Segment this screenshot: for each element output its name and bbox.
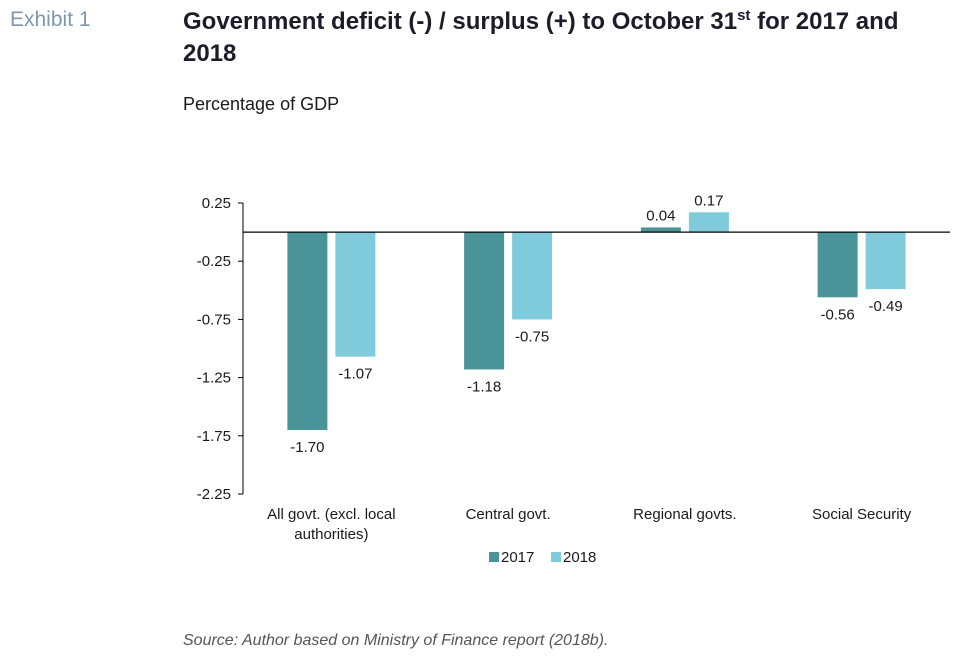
data-label-2018: -1.07 xyxy=(338,366,372,383)
x-category-label: Central govt. xyxy=(466,506,551,523)
data-label-2018: -0.75 xyxy=(515,328,549,345)
bar-2017 xyxy=(464,232,505,370)
bar-2018 xyxy=(865,232,906,290)
x-category-label: Social Security xyxy=(812,506,912,523)
chart-subtitle: Percentage of GDP xyxy=(183,94,340,114)
data-label-2017: -1.18 xyxy=(467,378,501,395)
bar-2017 xyxy=(817,232,858,298)
bar-2018 xyxy=(512,232,553,320)
data-label-2018: 0.17 xyxy=(694,192,723,209)
exhibit-label: Exhibit 1 xyxy=(10,8,91,31)
y-tick-label: -1.25 xyxy=(197,370,231,387)
chart-title-main: Government deficit (-) / surplus (+) to … xyxy=(183,8,738,35)
y-tick-label: -2.25 xyxy=(197,486,231,503)
bar-2018 xyxy=(688,212,729,233)
legend-swatch-2017 xyxy=(489,552,499,562)
bar-2017 xyxy=(287,232,328,430)
data-label-2017: -1.70 xyxy=(290,439,324,456)
source-note: Source: Author based on Ministry of Fina… xyxy=(183,632,609,649)
y-tick-label: -1.75 xyxy=(197,428,231,445)
legend-label-2017: 2017 xyxy=(501,549,534,566)
x-category-label: All govt. (excl. local xyxy=(267,506,395,523)
bar-2017 xyxy=(640,227,681,233)
data-label-2018: -0.49 xyxy=(869,298,903,315)
data-label-2017: -0.56 xyxy=(821,306,855,323)
y-tick-label: 0.25 xyxy=(202,195,231,212)
y-tick-label: -0.25 xyxy=(197,253,231,270)
legend-label-2018: 2018 xyxy=(563,549,596,566)
data-label-2017: 0.04 xyxy=(646,207,675,224)
chart-title: Government deficit (-) / surplus (+) to … xyxy=(183,6,943,70)
bar-2018 xyxy=(335,232,376,357)
chart-title-rest: for 2017 and 2018 xyxy=(183,8,899,67)
y-tick-label: -0.75 xyxy=(197,311,231,328)
x-category-label: authorities) xyxy=(294,526,368,543)
chart-title-superscript: st xyxy=(737,7,751,24)
x-category-label: Regional govts. xyxy=(633,506,736,523)
legend-swatch-2018 xyxy=(551,552,561,562)
